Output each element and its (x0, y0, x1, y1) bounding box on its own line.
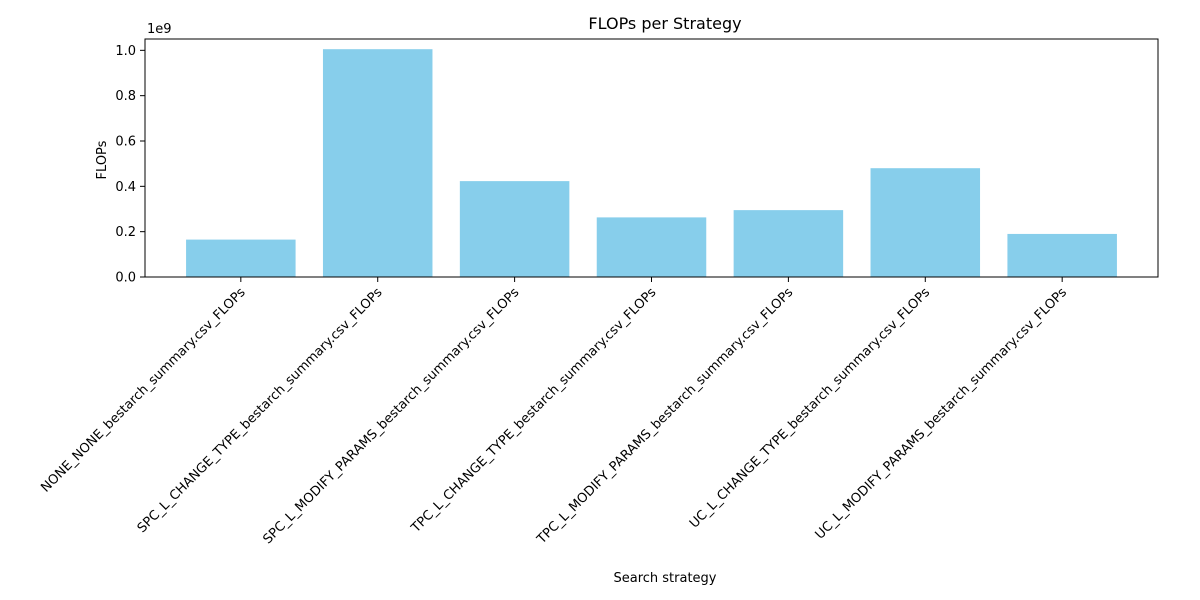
y-tick-label: 0.6 (115, 135, 136, 150)
y-tick-label: 0.0 (115, 271, 136, 286)
bar (186, 239, 296, 277)
y-axis-offset-label: 1e9 (147, 22, 172, 37)
x-tick-label: SPC_L_MODIFY_PARAMS_bestarch_summary.csv… (260, 285, 522, 547)
x-tick-label: SPC_L_CHANGE_TYPE_bestarch_summary.csv_F… (135, 285, 386, 536)
x-tick-label: UC_L_CHANGE_TYPE_bestarch_summary.csv_FL… (687, 285, 933, 531)
chart-title: FLOPs per Strategy (588, 14, 741, 33)
y-tick-label: 0.2 (115, 225, 136, 240)
x-tick-label: UC_L_MODIFY_PARAMS_bestarch_summary.csv_… (813, 285, 1071, 543)
x-axis-label: Search strategy (613, 571, 716, 586)
bar (733, 210, 844, 277)
y-tick-label: 1.0 (115, 44, 136, 59)
bar (1007, 233, 1117, 277)
bars-group (186, 49, 1117, 278)
bar (322, 49, 433, 278)
y-tick-label: 0.4 (115, 180, 136, 195)
y-tick-label: 0.8 (115, 89, 136, 104)
plot-frame (144, 38, 1159, 278)
y-axis-label: FLOPs (95, 140, 110, 179)
bar (870, 168, 981, 277)
x-tick-label: TPC_L_MODIFY_PARAMS_bestarch_summary.csv… (534, 285, 797, 548)
bar (459, 181, 570, 277)
y-axis-ticks: 0.0 0.2 0.4 0.6 0.8 1.0 (115, 44, 145, 286)
x-axis-ticks: NONE_NONE_bestarch_summary.csv_FLOPsSPC_… (38, 277, 1070, 548)
bar (596, 217, 707, 277)
x-tick-label: TPC_L_CHANGE_TYPE_bestarch_summary.csv_F… (408, 285, 659, 536)
